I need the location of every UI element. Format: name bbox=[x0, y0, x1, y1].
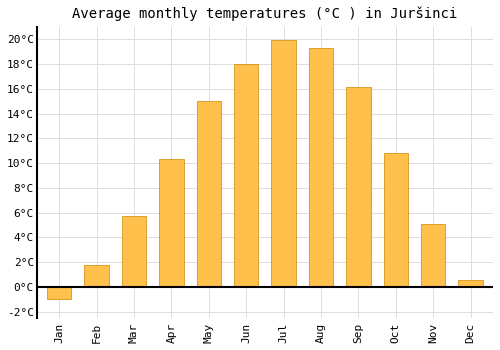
Bar bbox=[159, 159, 184, 287]
Bar bbox=[234, 64, 258, 287]
Bar bbox=[84, 265, 108, 287]
Bar bbox=[384, 153, 408, 287]
Bar bbox=[309, 48, 333, 287]
Bar bbox=[196, 101, 221, 287]
Bar bbox=[421, 224, 446, 287]
Bar bbox=[47, 287, 72, 299]
Bar bbox=[122, 216, 146, 287]
Bar bbox=[458, 280, 483, 287]
Title: Average monthly temperatures (°C ) in Juršinci: Average monthly temperatures (°C ) in Ju… bbox=[72, 7, 458, 21]
Bar bbox=[272, 40, 295, 287]
Bar bbox=[346, 88, 370, 287]
